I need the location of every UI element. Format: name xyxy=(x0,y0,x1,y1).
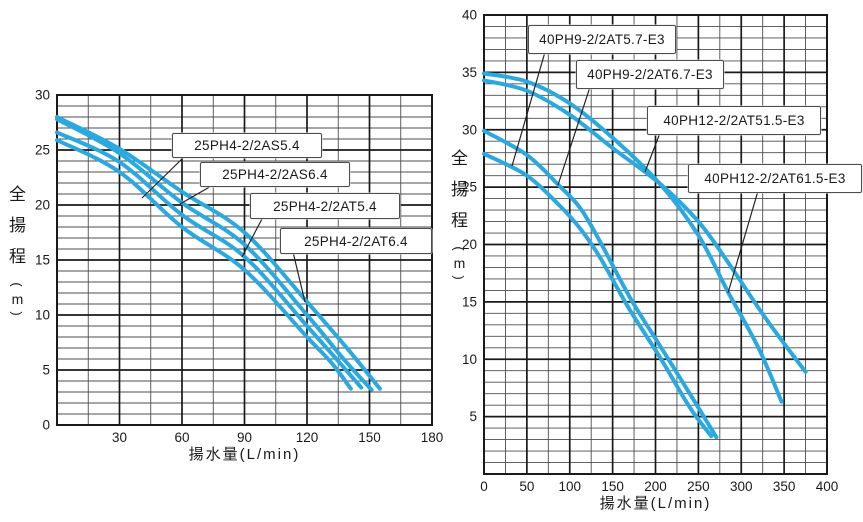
x-tick-label: 300 xyxy=(730,479,753,494)
series-callout-label: 40PH9-2/2AT5.7-E3 xyxy=(528,25,676,54)
x-tick-label: 150 xyxy=(358,430,381,445)
y-tick-label: 10 xyxy=(462,352,477,367)
series-callout-label: 25PH4-2/2AS6.4 xyxy=(200,162,350,187)
x-tick-label: 50 xyxy=(519,479,534,494)
callout-leader-line xyxy=(557,86,591,186)
pump-curve xyxy=(482,128,719,440)
y-tick-label: 5 xyxy=(42,363,50,378)
y-tick-label: 20 xyxy=(35,198,50,213)
callout-leader-line xyxy=(241,216,264,258)
right-chart-x-axis-title: 揚水量(L/min) xyxy=(599,495,712,512)
callout-leader-line xyxy=(511,51,546,167)
y-axis-title-char: ) xyxy=(452,275,467,280)
y-axis-title-char: ) xyxy=(10,311,25,316)
pump-curve xyxy=(482,151,714,439)
y-tick-label: 15 xyxy=(462,294,477,309)
x-tick-label: 350 xyxy=(773,479,796,494)
x-tick-label: 250 xyxy=(687,479,710,494)
y-tick-label: 0 xyxy=(42,418,50,433)
x-tick-label: 60 xyxy=(174,430,189,445)
series-callout-label: 25PH4-2/2AT5.4 xyxy=(250,193,400,219)
y-axis-title-char: 揚 xyxy=(451,180,468,199)
left-chart-y-axis-title: 全揚程 ( m) xyxy=(9,186,26,321)
x-tick-label: 150 xyxy=(601,479,624,494)
y-tick-label: 25 xyxy=(35,143,50,158)
left-chart-x-axis-title: 揚水量(L/min) xyxy=(188,446,301,463)
series-callout-label: 25PH4-2/2AT6.4 xyxy=(280,228,432,254)
y-tick-label: 5 xyxy=(469,409,477,424)
x-tick-label: 30 xyxy=(112,430,127,445)
y-axis-title-char: m xyxy=(453,255,466,271)
y-tick-label: 40 xyxy=(462,8,477,23)
y-tick-label: 30 xyxy=(462,122,477,137)
y-tick-label: 30 xyxy=(35,88,50,103)
y-tick-label: 20 xyxy=(462,237,477,252)
x-tick-label: 100 xyxy=(558,479,581,494)
callout-leader-line xyxy=(141,155,186,199)
callout-leader-line xyxy=(292,251,306,303)
y-axis-title-char: m xyxy=(11,291,24,307)
x-tick-label: 0 xyxy=(480,479,488,494)
y-tick-label: 35 xyxy=(462,65,477,80)
plot-border xyxy=(483,14,828,475)
tick-labels: 30 25 20 15 10 5 0 30 60 90 120 150 180 xyxy=(35,88,443,446)
pump-curve xyxy=(55,130,364,390)
callout-leader-line xyxy=(644,132,661,173)
y-tick-label: 10 xyxy=(35,308,50,323)
series-callout-label: 40PH12-2/2AT51.5-E3 xyxy=(647,106,821,135)
x-tick-label: 120 xyxy=(296,430,319,445)
plot-border xyxy=(56,94,433,426)
pump-curve xyxy=(55,117,374,392)
callout-leader-line xyxy=(179,184,214,205)
y-axis-title-char: ( xyxy=(10,282,25,287)
series-callout-label: 40PH9-2/2AT6.7-E3 xyxy=(576,60,724,89)
pump-curve xyxy=(55,138,353,391)
x-tick-label: 400 xyxy=(816,479,839,494)
y-tick-label: 15 xyxy=(35,253,50,268)
x-tick-label: 90 xyxy=(237,430,252,445)
series-callout-label: 40PH12-2/2AT61.5-E3 xyxy=(688,164,862,193)
y-axis-title-char: 程 xyxy=(451,211,468,230)
series-callout-label: 25PH4-2/2AS5.4 xyxy=(172,133,322,158)
callout-leader-line xyxy=(727,190,759,294)
y-tick-label: 25 xyxy=(462,180,477,195)
y-axis-title-char: 程 xyxy=(9,247,26,266)
x-tick-label: 200 xyxy=(644,479,667,494)
y-axis-title-char: 全 xyxy=(9,185,26,204)
right-chart-y-axis-title: 全揚程 ( m) xyxy=(451,150,468,285)
y-axis-title-char: ( xyxy=(452,246,467,251)
pump-curve xyxy=(482,71,784,404)
pump-curve xyxy=(55,115,382,391)
x-tick-label: 180 xyxy=(421,430,444,445)
y-axis-title-char: 全 xyxy=(451,149,468,168)
y-axis-title-char: 揚 xyxy=(9,216,26,235)
